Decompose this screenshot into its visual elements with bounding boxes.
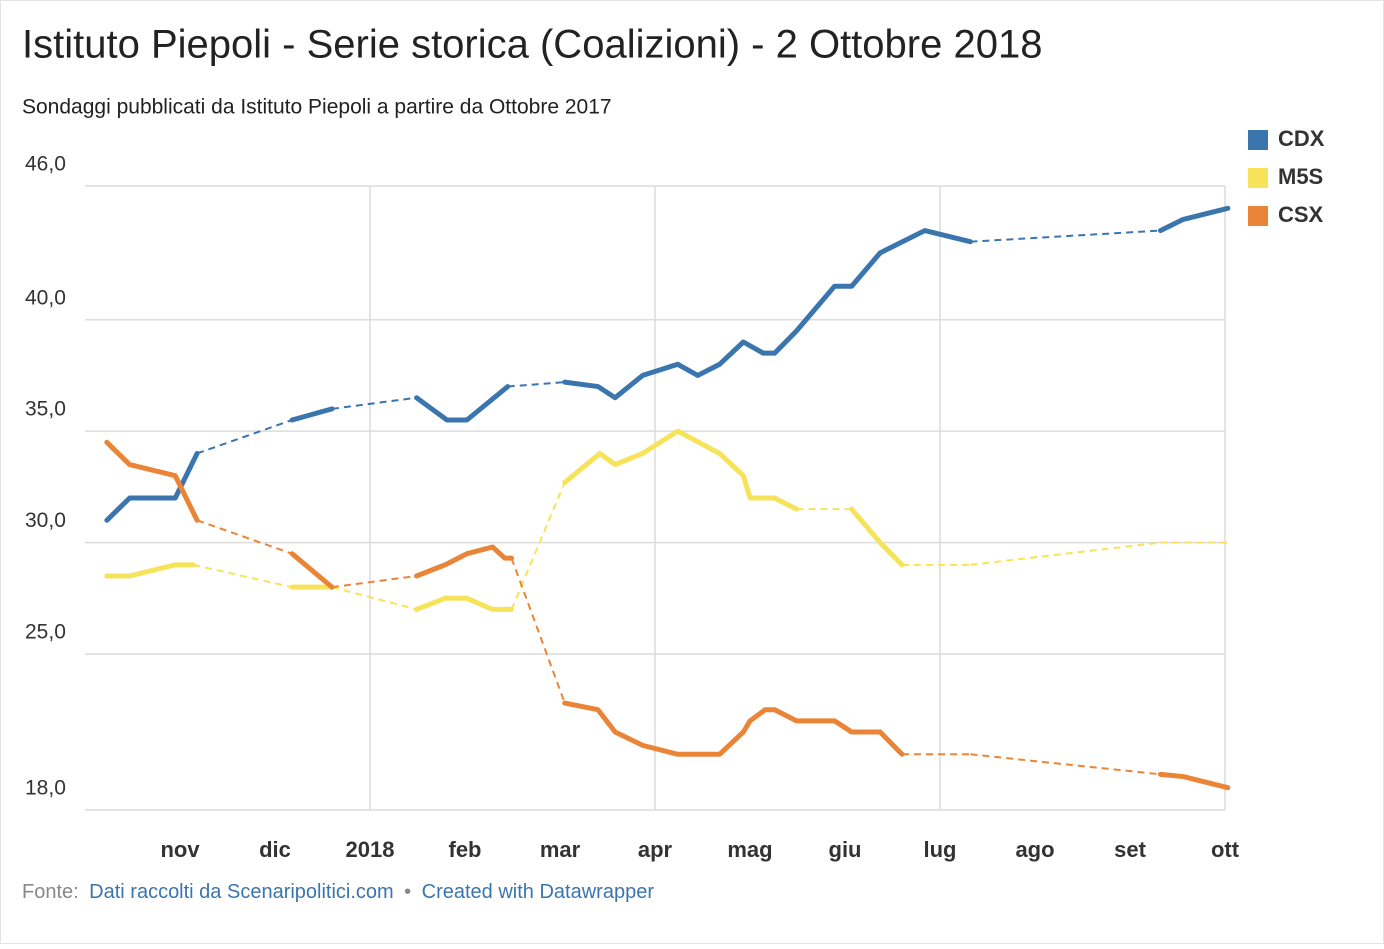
x-tick-label: set bbox=[1114, 837, 1146, 862]
legend-swatch bbox=[1248, 206, 1268, 226]
series-line bbox=[414, 384, 511, 423]
x-tick-label: apr bbox=[638, 837, 673, 862]
interpolation-line bbox=[970, 753, 1161, 776]
x-tick-label: giu bbox=[829, 837, 862, 862]
x-tick-label: dic bbox=[259, 837, 291, 862]
interpolation-line bbox=[510, 482, 566, 610]
y-tick-label: 18,0 bbox=[25, 777, 66, 800]
interpolation-line bbox=[331, 586, 417, 611]
legend-swatch bbox=[1248, 168, 1268, 188]
y-tick-label: 40,0 bbox=[25, 286, 66, 309]
series-line bbox=[849, 506, 905, 568]
legend-label: CDX bbox=[1278, 126, 1325, 151]
series-line bbox=[104, 450, 200, 523]
y-tick-label: 30,0 bbox=[25, 509, 66, 532]
x-tick-label: lug bbox=[924, 837, 957, 862]
series-line bbox=[1157, 771, 1231, 791]
series-line bbox=[1157, 205, 1231, 234]
interpolation-line bbox=[510, 557, 566, 704]
interpolation-line bbox=[196, 419, 293, 455]
legend-swatch bbox=[1248, 130, 1268, 150]
x-tick-label: mag bbox=[727, 837, 772, 862]
series-line bbox=[289, 551, 335, 590]
x-tick-label: nov bbox=[160, 837, 200, 862]
x-tick-label: feb bbox=[449, 837, 482, 862]
y-tick-label: 35,0 bbox=[25, 398, 66, 421]
separator: • bbox=[404, 881, 411, 903]
series-line bbox=[562, 428, 800, 512]
x-tick-label: mar bbox=[540, 837, 581, 862]
interpolation-line bbox=[196, 519, 293, 555]
legend-label: M5S bbox=[1278, 164, 1323, 189]
series-line bbox=[289, 406, 335, 423]
x-tick-label: 2018 bbox=[346, 837, 395, 862]
interpolation-line bbox=[507, 381, 565, 388]
y-tick-label: 46,0 bbox=[25, 153, 66, 176]
y-tick-label: 25,0 bbox=[25, 621, 66, 644]
interpolation-line bbox=[970, 229, 1161, 243]
series-line bbox=[562, 700, 905, 757]
chart-subtitle: Sondaggi pubblicati da Istituto Piepoli … bbox=[22, 96, 612, 119]
series-line bbox=[562, 228, 973, 401]
chart-title: Istituto Piepoli - Serie storica (Coaliz… bbox=[22, 23, 1042, 67]
source-label: Fonte: bbox=[22, 881, 79, 903]
interpolation-line bbox=[970, 541, 1161, 566]
legend-label: CSX bbox=[1278, 202, 1324, 227]
series-line bbox=[104, 562, 196, 579]
series-line bbox=[414, 595, 515, 612]
source: Fonte: Dati raccolti da Scenaripolitici.… bbox=[22, 881, 654, 903]
x-tick-label: ago bbox=[1015, 837, 1054, 862]
series-line bbox=[414, 544, 515, 579]
series-line bbox=[104, 439, 200, 523]
credit-link[interactable]: Created with Datawrapper bbox=[422, 881, 655, 903]
interpolation-line bbox=[193, 563, 293, 589]
x-tick-label: ott bbox=[1211, 837, 1240, 862]
source-link[interactable]: Dati raccolti da Scenaripolitici.com bbox=[89, 881, 394, 903]
interpolation-line bbox=[331, 575, 417, 589]
interpolation-line bbox=[331, 396, 417, 410]
